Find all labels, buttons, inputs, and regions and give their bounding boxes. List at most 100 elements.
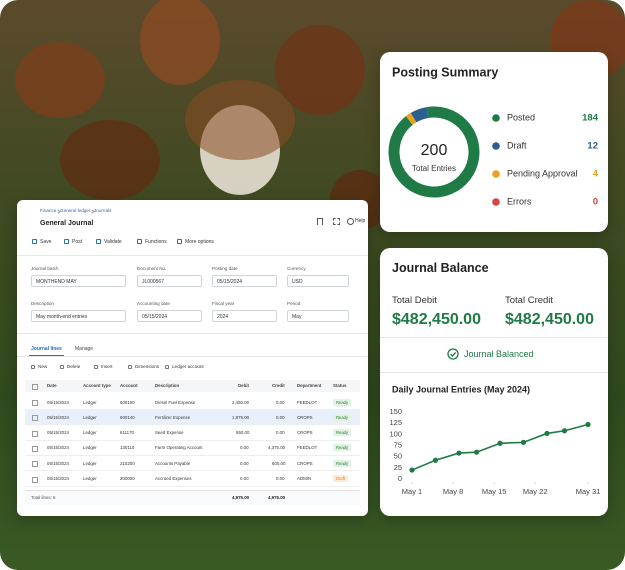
toolbar-button[interactable]: Save (32, 239, 51, 245)
line-action[interactable]: Insert (94, 364, 113, 369)
check-icon (447, 348, 459, 360)
table-cell: 200000 (120, 476, 135, 481)
table-cell: ADMIN (297, 476, 312, 481)
field-label: Currency (287, 266, 306, 271)
table-cell: 05/15/2024 (47, 399, 69, 405)
column-header: Status (333, 383, 347, 388)
table-cell: Ledger (83, 476, 97, 481)
tab[interactable]: Manage (75, 346, 94, 352)
table-cell: 0.00 (276, 414, 285, 420)
toolbar-button[interactable]: Functions (137, 239, 167, 245)
toolbar-button[interactable]: Validate (96, 239, 122, 245)
table-cell: 130110 (120, 445, 135, 451)
input-field[interactable]: USD (287, 275, 349, 287)
breadcrumb-link[interactable]: General ledger (60, 208, 91, 213)
input-field[interactable]: May (287, 310, 349, 322)
column-total: 4,975.00 (232, 495, 250, 500)
checkbox[interactable] (32, 461, 38, 468)
table-row[interactable] (25, 441, 360, 456)
table-cell: 600140 (120, 414, 135, 420)
input-field[interactable]: 05/15/2024 (212, 275, 277, 287)
table-cell: 1,875.00 (232, 414, 250, 420)
line-action[interactable]: Dimensions (128, 364, 159, 369)
status-badge: Ready (333, 413, 352, 421)
tab-indicator (29, 355, 64, 357)
table-row[interactable] (25, 456, 360, 472)
input-field[interactable]: 2024 (212, 310, 277, 322)
journal-balance-card: Journal Balance Total Debit $482,450.00 … (380, 248, 608, 516)
donut-segment (405, 112, 417, 125)
table-cell: CROPS (297, 430, 313, 436)
column-header: Department (297, 383, 322, 388)
checkbox[interactable] (32, 430, 38, 437)
divider (17, 255, 368, 256)
column-total: 4,975.00 (268, 495, 286, 500)
toolbar-icon (96, 239, 101, 244)
table-cell: Accounts Payable (155, 460, 191, 466)
center-value: 200 (421, 142, 448, 159)
toolbar-label: Post (72, 239, 83, 245)
column-header: Debit (238, 383, 249, 388)
action-icon (128, 365, 132, 369)
daily-entries-chart: Daily Journal Entries (May 2024) 0 25 50 75 1… (389, 384, 601, 496)
action-label: New (38, 364, 48, 369)
legend-label: Draft (507, 140, 527, 150)
expand-icon[interactable] (333, 218, 340, 225)
table-row[interactable] (25, 395, 360, 410)
x-tick-label: May 31 (576, 487, 601, 496)
table-row[interactable] (25, 426, 360, 441)
input-field[interactable]: 05/15/2024 (137, 310, 202, 322)
line-action[interactable]: New (31, 364, 47, 369)
line-action[interactable]: Delete (60, 364, 80, 369)
legend-value: 12 (587, 141, 598, 152)
line-action[interactable]: Ledger account (165, 364, 204, 369)
bookmark-icon[interactable] (317, 218, 323, 225)
field-value: 05/15/2024 (142, 314, 168, 320)
chart-title: Posting Summary (392, 65, 498, 79)
credit-value: $482,450.00 (505, 311, 594, 328)
field-value: USD (292, 279, 303, 285)
breadcrumb-link[interactable]: Journals (94, 208, 112, 213)
checkbox[interactable] (32, 400, 38, 406)
legend-value: 4 (593, 169, 599, 180)
table-cell: Diesel Fuel Expense (155, 399, 196, 405)
legend-dot (492, 170, 500, 178)
checkbox[interactable] (32, 415, 38, 422)
toolbar-button[interactable]: Post (64, 239, 82, 245)
legend-label: Posted (507, 112, 535, 122)
table-row[interactable] (25, 410, 360, 426)
table-cell: FEEDLOT (297, 399, 318, 405)
table-cell: 611170 (120, 430, 134, 436)
checkbox[interactable] (32, 384, 38, 390)
center-label: Total Entries (412, 164, 456, 173)
table-cell: Seed Expense (155, 430, 184, 436)
data-point (585, 421, 591, 428)
table-cell: 0.00 (276, 430, 285, 436)
action-icon (31, 365, 35, 369)
help-link[interactable]: Help (355, 218, 366, 224)
breadcrumb-link[interactable]: Finance (40, 208, 57, 213)
table-cell: 0.00 (240, 460, 249, 466)
table-row[interactable] (25, 472, 360, 487)
field-label: Document No. (137, 266, 167, 271)
input-field[interactable]: MONTHEND MAY (31, 275, 126, 287)
x-tick-label: May 15 (482, 487, 507, 496)
table-cell: 0.00 (276, 476, 285, 481)
debit-label: Total Debit (392, 295, 437, 306)
table-footer-bg (25, 490, 360, 505)
input-field[interactable]: May month-end entries (31, 310, 126, 322)
data-point (544, 430, 550, 437)
table-cell: 4,375.00 (268, 445, 286, 451)
input-field[interactable]: JL000567 (137, 275, 202, 287)
column-header: Description (155, 383, 180, 388)
action-label: Ledger account (172, 364, 204, 369)
table-cell: Ledger (83, 414, 97, 420)
table-cell: 05/15/2024 (47, 476, 69, 481)
checkbox[interactable] (32, 476, 38, 483)
field-value: May month-end entries (36, 314, 88, 320)
toolbar-button[interactable]: More options (177, 239, 214, 245)
checkbox[interactable] (32, 445, 38, 452)
tab[interactable]: Journal lines (31, 346, 62, 352)
table-cell: 0.00 (240, 445, 249, 451)
y-tick-label: 75 (394, 440, 402, 449)
